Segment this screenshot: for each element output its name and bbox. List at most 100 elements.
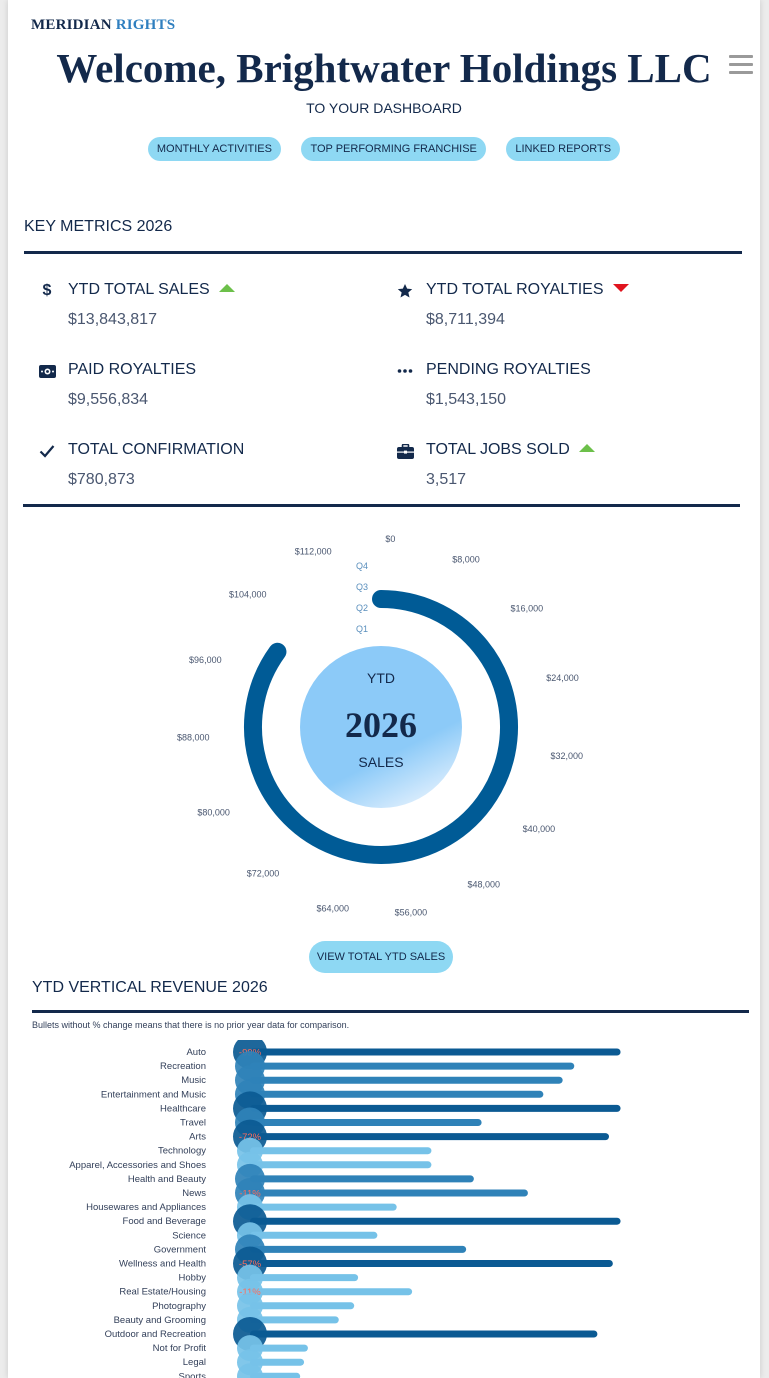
bullet-label: News — [182, 1188, 206, 1199]
linked-reports-button[interactable]: LINKED REPORTS — [506, 137, 621, 161]
bullet-bar — [250, 1189, 528, 1197]
gauge-tick-label: $112,000 — [295, 547, 332, 557]
bullet-bar — [250, 1090, 544, 1098]
gauge-tick-label: $24,000 — [546, 673, 579, 683]
brand-part-2: RIGHTS — [115, 17, 176, 33]
bullet-label: Travel — [180, 1118, 206, 1129]
bullet-label: Entertainment and Music — [101, 1089, 206, 1100]
metric-label: TOTAL JOBS SOLD — [426, 441, 570, 458]
bullet-bar — [250, 1076, 563, 1084]
bullet-label: Government — [154, 1244, 207, 1255]
trend-up-icon — [578, 443, 595, 452]
gauge-tick-label: $104,000 — [229, 589, 267, 599]
metric-value: $9,556,834 — [68, 391, 149, 408]
bullet-bar — [250, 1302, 355, 1310]
bullet-label: Sports — [179, 1371, 207, 1378]
gauge-tick-label: $80,000 — [197, 808, 230, 818]
briefcase-icon — [395, 441, 415, 461]
metric-value: $780,873 — [68, 471, 135, 488]
gauge-center-year: 2026 — [345, 705, 417, 745]
check-icon — [37, 441, 57, 461]
menu-icon[interactable] — [729, 55, 753, 77]
divider — [23, 504, 740, 507]
metric-value: $1,543,150 — [426, 391, 507, 408]
bullet-label: Healthcare — [160, 1103, 206, 1114]
view-total-ytd-sales-button[interactable]: VIEW TOTAL YTD SALES — [309, 941, 453, 973]
gauge-tick-label: $32,000 — [550, 751, 583, 761]
gauge-tick-label: $16,000 — [511, 603, 544, 613]
gauge-quarter-label: Q4 — [356, 561, 368, 571]
star-icon — [395, 281, 415, 301]
gauge-tick-label: $56,000 — [395, 908, 428, 918]
bullet-label: Science — [172, 1230, 206, 1241]
bullet-change-label: -57% — [239, 1259, 262, 1270]
metric-value: 3,517 — [426, 471, 467, 488]
gauge-tick-label: $88,000 — [177, 732, 210, 742]
metric-label: PAID ROYALTIES — [68, 361, 197, 378]
brand-logo[interactable]: MERIDIAN RIGHTS — [31, 17, 175, 34]
trend-up-icon — [218, 283, 235, 292]
bullet-label: Legal — [183, 1357, 206, 1368]
top-performing-franchise-button[interactable]: TOP PERFORMING FRANCHISE — [301, 137, 486, 161]
bullet-label: Music — [181, 1075, 206, 1086]
bullet-label: Recreation — [160, 1061, 206, 1072]
bullet-bar — [250, 1358, 305, 1366]
bullet-bar — [250, 1231, 378, 1239]
bullet-label: Hobby — [179, 1273, 207, 1284]
gauge-tick-label: $8,000 — [452, 554, 480, 564]
bullet-label: Housewares and Appliances — [86, 1202, 206, 1213]
gauge-tick-label: $64,000 — [316, 904, 349, 914]
bullet-bar — [250, 1104, 621, 1112]
bullet-bar — [250, 1245, 467, 1253]
metric-label: PENDING ROYALTIES — [426, 361, 591, 378]
metric-value: $8,711,394 — [426, 311, 505, 328]
metric-value: $13,843,817 — [68, 311, 157, 328]
bullet-bar — [250, 1119, 482, 1126]
bullet-bar — [250, 1288, 413, 1296]
bullet-change-label: -11% — [239, 1189, 261, 1200]
trend-down-icon — [612, 283, 629, 292]
gauge-progress-arc — [244, 590, 518, 864]
bullet-bar — [250, 1330, 598, 1338]
bullet-bar — [250, 1260, 613, 1267]
bullet-label: Apparel, Accessories and Shoes — [69, 1160, 206, 1171]
divider — [32, 1010, 749, 1013]
bullet-label: Food and Beverage — [123, 1216, 206, 1227]
gauge-tick-label: $72,000 — [247, 868, 280, 878]
vertical-revenue-heading: YTD VERTICAL REVENUE 2026 — [32, 979, 268, 996]
gauge-quarter-label: Q1 — [356, 624, 368, 634]
bullet-marker — [237, 1363, 263, 1378]
ellipsis-icon — [395, 361, 415, 381]
gauge-tick-label: $48,000 — [467, 879, 500, 889]
bullet-label: Photography — [152, 1301, 206, 1312]
bullet-label: Auto — [186, 1047, 206, 1058]
gauge-center-top: YTD — [367, 670, 395, 686]
bullet-label: Real Estate/Housing — [119, 1287, 206, 1298]
bullet-bar — [250, 1133, 609, 1141]
monthly-activities-button[interactable]: MONTHLY ACTIVITIES — [147, 137, 281, 161]
bullet-change-label: -11% — [239, 1287, 261, 1298]
bullet-label: Health and Beauty — [128, 1174, 206, 1185]
bullet-label: Technology — [158, 1146, 206, 1157]
divider — [24, 251, 742, 254]
bullet-bar — [250, 1062, 575, 1070]
gauge-quarter-label: Q2 — [356, 603, 368, 613]
gauge-center-circle — [300, 646, 462, 808]
brand-part-1: MERIDIAN — [31, 17, 112, 33]
gauge-tick-label: $96,000 — [189, 655, 222, 665]
gauge-tick-label: $40,000 — [523, 824, 556, 834]
bullet-bar — [250, 1203, 397, 1211]
bullet-bar — [250, 1217, 621, 1225]
bullet-label: Not for Profit — [153, 1343, 207, 1354]
bullet-bar — [250, 1316, 339, 1324]
bullet-change-label: -72% — [239, 1132, 262, 1143]
bullet-bar — [250, 1344, 308, 1352]
gauge-tick-label: $0 — [385, 534, 395, 544]
page-title: Welcome, Brightwater Holdings LLC — [56, 45, 712, 91]
gauge-quarter-label: Q3 — [356, 582, 368, 592]
vertical-revenue-note: Bullets without % change means that ther… — [32, 1020, 350, 1030]
ytd-sales-gauge: $0 $8,000 $16,000 $24,000 $32,000 $40,000 $48,… — [177, 534, 583, 918]
nav-pills: MONTHLY ACTIVITIES TOP PERFORMING FRANCH… — [8, 137, 760, 161]
metric-label: YTD TOTAL SALES — [68, 281, 210, 298]
